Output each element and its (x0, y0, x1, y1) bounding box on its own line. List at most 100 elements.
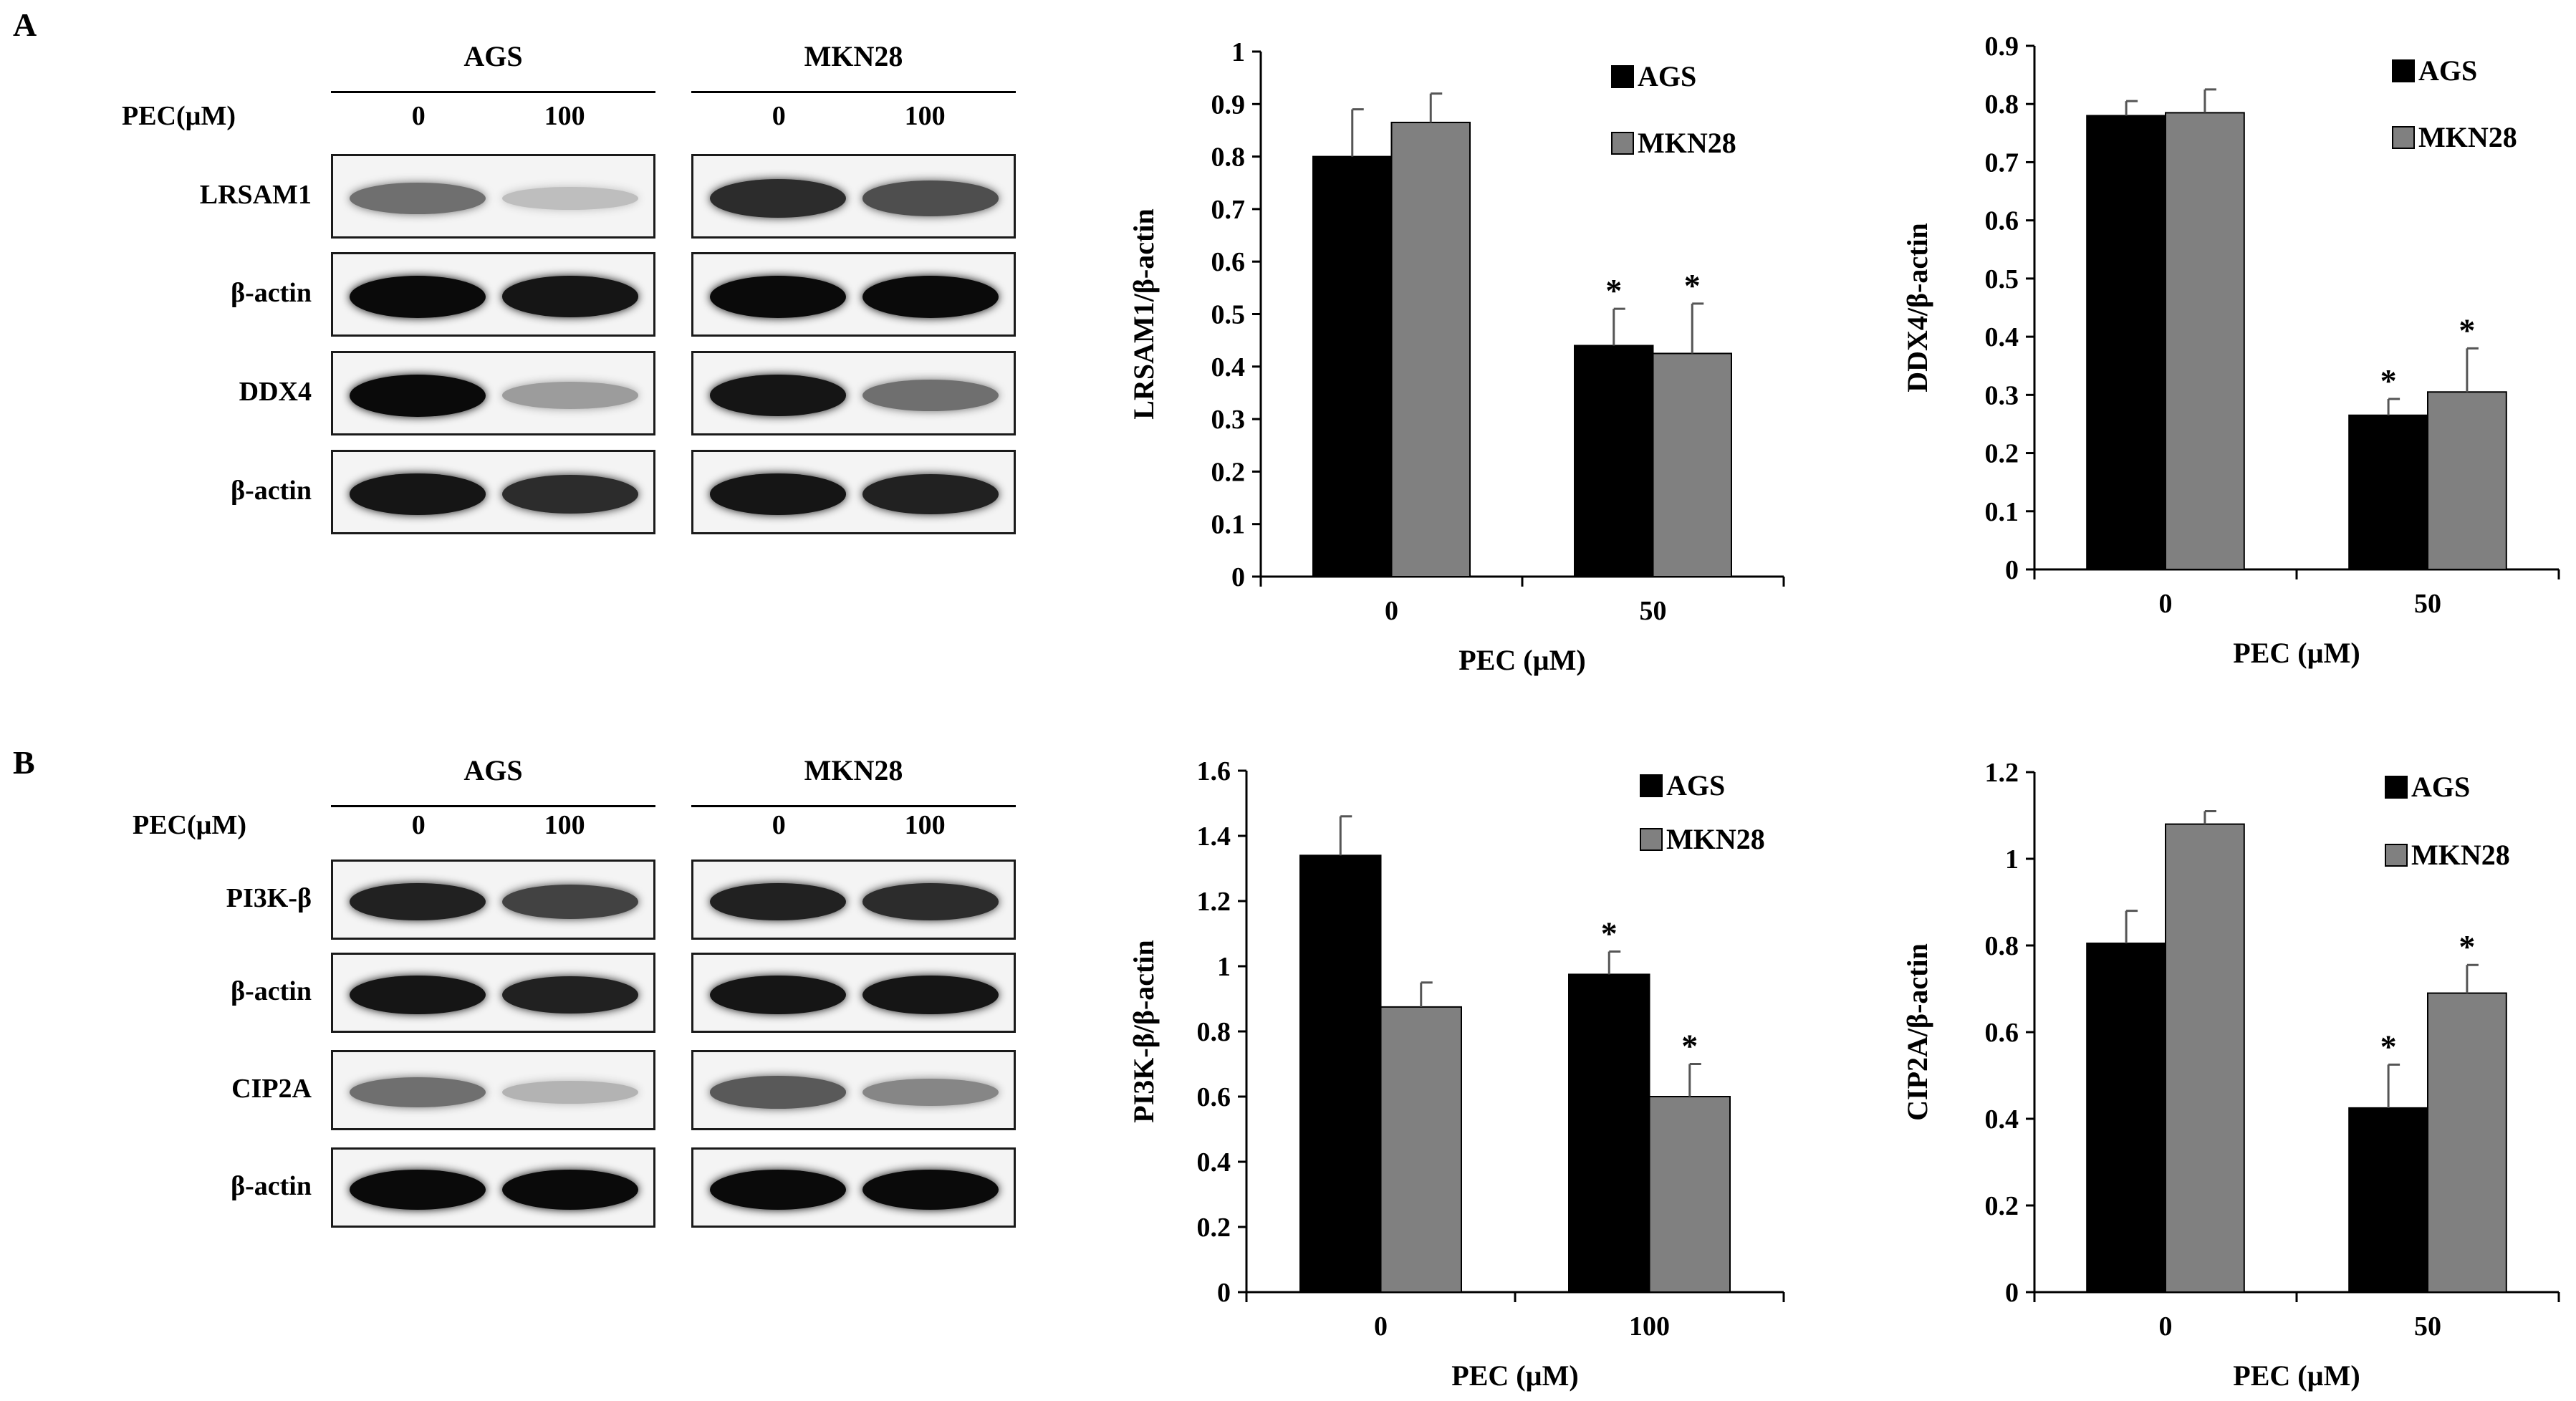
y-tick-label: 0.8 (1197, 1017, 1231, 1047)
x-tick-label: 0 (2159, 589, 2173, 619)
y-tick-label: 1 (1231, 37, 1245, 67)
significance-star: * (1684, 267, 1701, 304)
blot-strip (691, 860, 1016, 940)
protein-band (501, 976, 638, 1014)
bar-mkn28 (2427, 992, 2507, 1293)
y-tick-label: 0.1 (1211, 510, 1246, 540)
significance-star: * (1605, 272, 1622, 309)
legend-swatch-ags (2385, 776, 2408, 799)
significance-star: * (2459, 312, 2475, 348)
panel-letter-b: B (13, 744, 35, 781)
legend-label-ags: AGS (2418, 54, 2477, 87)
dose-label: 0 (772, 810, 786, 840)
blot-strip (331, 1147, 655, 1228)
legend-swatch-ags (2392, 59, 2415, 82)
protein-band (349, 374, 486, 417)
y-tick-label: 0.8 (1985, 90, 2019, 120)
protein-band (709, 1170, 846, 1210)
y-axis-label: DDX4/β-actin (1901, 223, 1933, 393)
protein-label: LRSAM1 (199, 180, 312, 210)
protein-band (501, 382, 638, 409)
y-tick-label: 0.2 (1985, 1191, 2019, 1221)
protein-band (709, 473, 846, 515)
protein-band (501, 1170, 638, 1210)
y-tick-label: 0.3 (1211, 405, 1246, 435)
protein-band (349, 975, 486, 1015)
bar-mkn28 (2165, 112, 2245, 570)
blot-strip (691, 953, 1016, 1033)
cell-line-underline (331, 91, 655, 93)
protein-band (709, 275, 846, 318)
cell-line-underline (331, 805, 655, 807)
protein-band (501, 186, 638, 211)
y-tick-label: 0.6 (1985, 1018, 2019, 1048)
protein-band (862, 275, 999, 318)
western-blot-panel-a: AGS MKN28 PEC(µM) 0 100 0 100 LRSAM1 β-actin DDX4… (0, 0, 1046, 559)
western-blot-panel-b: AGS MKN28 PEC(µM) 0 100 0 100 PI3K-β β-actin CIP2… (0, 738, 1046, 1296)
x-axis-label: PEC (µM) (1451, 1359, 1578, 1392)
y-tick-label: 1.4 (1197, 822, 1231, 852)
bar-mkn28 (2427, 391, 2507, 570)
protein-label: PI3K-β (226, 883, 312, 913)
significance-star: * (2380, 362, 2397, 399)
cell-line-header: AGS (463, 754, 523, 786)
protein-band (709, 1076, 846, 1109)
protein-band (501, 884, 638, 920)
legend-swatch-mkn28 (2392, 126, 2415, 149)
treatment-label: PEC(µM) (122, 101, 236, 131)
cell-line-header: MKN28 (804, 40, 903, 72)
y-tick-label: 0 (2005, 1278, 2019, 1308)
bar-chart-cip2a: 0 0.2 0.4 0.6 0.8 1 1.2 0 50 * * PEC (µM) CIP2A/β-ac… (1901, 758, 2560, 1392)
legend-label-mkn28: MKN28 (2411, 839, 2510, 871)
cell-line-header: AGS (463, 40, 523, 72)
protein-band (349, 1170, 486, 1210)
dose-label: 100 (904, 810, 946, 840)
y-tick-label: 1.2 (1985, 758, 2019, 788)
legend-label-ags: AGS (2411, 771, 2470, 803)
y-tick-label: 0.9 (1985, 32, 2019, 62)
x-tick-label: 0 (1385, 596, 1398, 626)
protein-band (709, 178, 846, 218)
blot-strip (331, 154, 655, 239)
bar-mkn28 (1652, 352, 1732, 577)
y-tick-label: 0.5 (1211, 300, 1246, 330)
x-tick-label: 50 (1640, 596, 1667, 626)
bar-mkn28 (1648, 1096, 1731, 1293)
y-tick-label: 0 (2005, 555, 2019, 585)
legend-swatch-mkn28 (1611, 132, 1634, 155)
bar-ags (1299, 854, 1382, 1294)
x-axis-label: PEC (µM) (2233, 637, 2360, 669)
protein-band (862, 975, 999, 1015)
legend-swatch-mkn28 (1640, 828, 1663, 851)
bar-ags (1574, 345, 1654, 577)
y-tick-label: 1 (2005, 844, 2019, 875)
protein-label: CIP2A (231, 1074, 312, 1104)
y-tick-label: 1.2 (1197, 887, 1231, 917)
legend-label-ags: AGS (1638, 60, 1696, 92)
protein-label: β-actin (231, 476, 312, 506)
significance-star: * (1681, 1028, 1698, 1064)
y-axis-label: PI3K-β/β-actin (1128, 940, 1160, 1122)
y-tick-label: 0.8 (1985, 931, 2019, 961)
protein-band (862, 180, 999, 216)
y-tick-label: 1.6 (1197, 756, 1231, 786)
protein-band (501, 1080, 638, 1104)
y-tick-label: 0.2 (1985, 439, 2019, 469)
protein-label: DDX4 (239, 377, 312, 407)
bar-ags (2348, 414, 2429, 570)
blot-strip (331, 1050, 655, 1130)
blot-strip (691, 351, 1016, 435)
y-tick-label: 0.6 (1211, 247, 1246, 277)
protein-band (862, 379, 999, 412)
x-axis-label: PEC (µM) (1458, 644, 1585, 676)
y-tick-label: 0.7 (1211, 195, 1246, 225)
dose-label: 100 (544, 101, 585, 131)
protein-band (709, 375, 846, 416)
bar-chart-lrsam1: 0 0.1 0.2 0.3 0.4 0.5 0.6 0.7 0.8 0.9 1 0 50 * * PEC (µ… (1128, 37, 1785, 676)
y-tick-label: 0.4 (1985, 322, 2019, 352)
dose-label: 100 (544, 810, 585, 840)
blot-strip (691, 252, 1016, 337)
blot-strip (691, 1147, 1016, 1228)
blot-strip (691, 1050, 1016, 1130)
bar-mkn28 (1390, 121, 1471, 577)
